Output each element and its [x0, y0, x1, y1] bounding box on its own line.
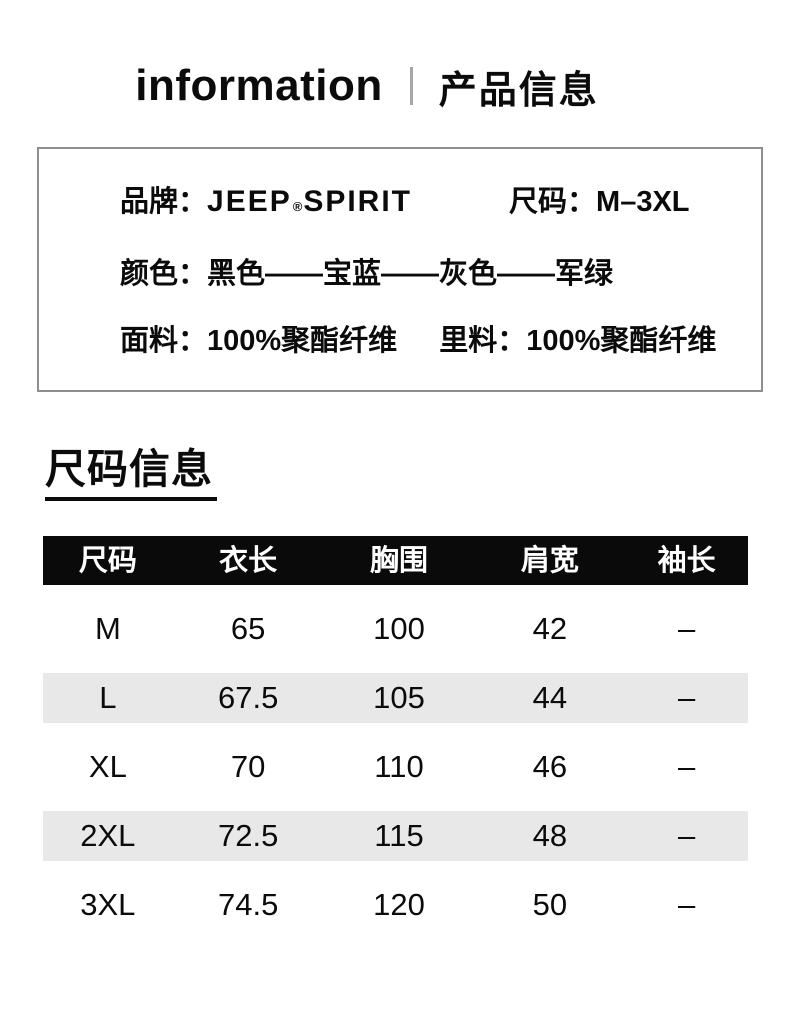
size-section: 尺码信息 [45, 445, 790, 501]
cell-size: XL [88, 749, 127, 784]
cell-chest: 100 [373, 611, 425, 646]
cell-size: 3XL [80, 887, 136, 922]
cell-shoulder: 48 [532, 818, 568, 853]
cell-chest: 115 [374, 818, 424, 853]
cell-length: 67.5 [217, 680, 279, 715]
page-title-chinese: 产品信息 [438, 69, 599, 112]
info-row-brand-size: 品牌： JEEP®SPIRIT 尺码：M–3XL [120, 185, 761, 224]
cell-chest: 120 [373, 887, 425, 922]
header-cell-size: 尺码 [78, 545, 137, 577]
header-cell-chest: 胸围 [370, 545, 429, 577]
info-row-fabric-lining: 面料： 100%聚酯纤维 里料：100%聚酯纤维 [120, 324, 761, 358]
size-table-header-row: 尺码 衣长 胸围 肩宽 袖长 [43, 536, 748, 585]
size-label: 尺码： [509, 186, 597, 218]
registered-trademark-icon: ® [292, 199, 303, 214]
cell-shoulder: 50 [532, 887, 568, 922]
cell-length: 72.5 [217, 818, 279, 853]
cell-sleeve: – [678, 818, 696, 853]
brand-name-spirit: SPIRIT [303, 185, 413, 218]
cell-size: M [94, 611, 121, 646]
cell-sleeve: – [678, 887, 696, 922]
lining-value: 100%聚酯纤维 [526, 325, 717, 357]
cell-shoulder: 44 [532, 680, 568, 715]
color-label: 颜色： [120, 258, 208, 290]
brand-label: 品牌： [120, 186, 208, 218]
size-section-heading: 尺码信息 [45, 445, 217, 501]
cell-shoulder: 42 [532, 611, 568, 646]
header-cell-sleeve: 袖长 [657, 545, 716, 577]
brand-name-jeep: JEEP [207, 185, 292, 218]
color-value: 黑色——宝蓝——灰色——军绿 [207, 258, 614, 290]
size-table: 尺码 衣长 胸围 肩宽 袖长 M 65 100 42 – L 67.5 105 … [43, 536, 748, 930]
fabric-label: 面料： [120, 325, 208, 357]
lining-label: 里料： [439, 325, 527, 357]
page-header: information 产品信息 [0, 56, 790, 116]
size-range-pair: 尺码：M–3XL [509, 185, 690, 219]
cell-sleeve: – [678, 749, 696, 784]
size-table-row-xl: XL 70 110 46 – [43, 742, 748, 792]
cell-length: 70 [230, 749, 266, 784]
header-cell-shoulder: 肩宽 [520, 545, 579, 577]
header-cell-length: 衣长 [219, 545, 278, 577]
size-table-row-m: M 65 100 42 – [43, 604, 748, 654]
fabric-value: 100%聚酯纤维 [207, 325, 398, 357]
size-value: M–3XL [596, 186, 690, 218]
cell-size: L [99, 680, 117, 715]
cell-shoulder: 46 [532, 749, 568, 784]
cell-length: 65 [230, 611, 266, 646]
cell-sleeve: – [678, 611, 696, 646]
cell-sleeve: – [678, 680, 696, 715]
size-table-row-3xl: 3XL 74.5 120 50 – [43, 880, 748, 930]
size-table-row-l: L 67.5 105 44 – [43, 673, 748, 723]
cell-chest: 110 [374, 749, 424, 784]
cell-chest: 105 [373, 680, 425, 715]
page-title-english: information [135, 61, 383, 110]
product-info-box: 品牌： JEEP®SPIRIT 尺码：M–3XL 颜色： 黑色——宝蓝——灰色—… [37, 147, 763, 392]
info-row-color: 颜色： 黑色——宝蓝——灰色——军绿 [120, 257, 761, 291]
brand-logo: JEEP®SPIRIT [207, 185, 412, 224]
header-divider [409, 67, 413, 105]
cell-size: 2XL [80, 818, 136, 853]
size-table-row-2xl: 2XL 72.5 115 48 – [43, 811, 748, 861]
lining-pair: 里料：100%聚酯纤维 [439, 324, 716, 358]
cell-length: 74.5 [217, 887, 279, 922]
product-information-page: information 产品信息 品牌： JEEP®SPIRIT 尺码：M–3X… [0, 56, 790, 930]
